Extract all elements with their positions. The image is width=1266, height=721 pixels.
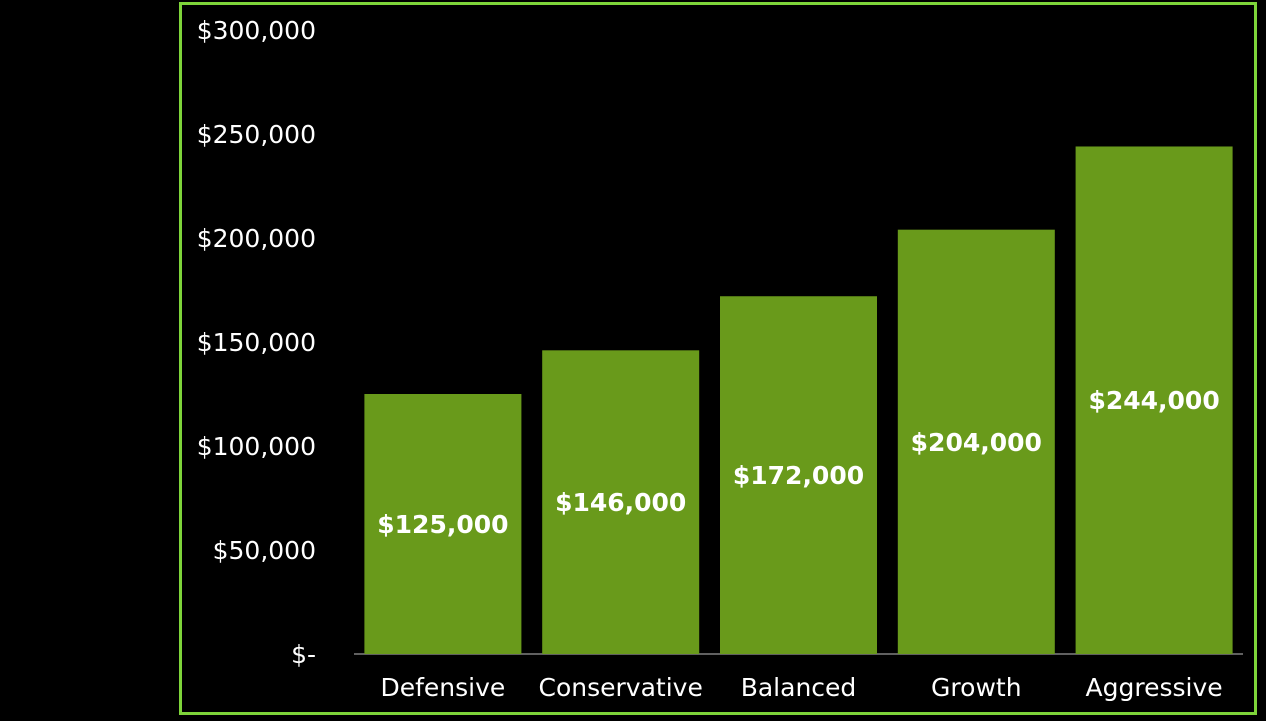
y-axis-tick-labels: $- $50,000 $100,000 $150,000 $200,000 $250,00…: [197, 16, 316, 669]
y-tick-label: $50,000: [213, 536, 316, 565]
data-labels: $125,000 $146,000 $172,000 $204,000 $244,000: [377, 386, 1219, 539]
category-label: Balanced: [741, 673, 857, 702]
y-tick-label: $-: [291, 640, 316, 669]
category-label: Defensive: [380, 673, 505, 702]
bar-aggressive: [1075, 146, 1233, 655]
bars: [364, 146, 1233, 655]
data-label: $204,000: [911, 428, 1042, 457]
y-tick-label: $200,000: [197, 224, 316, 253]
data-label: $146,000: [555, 488, 686, 517]
y-tick-label: $250,000: [197, 120, 316, 149]
category-labels: Defensive Conservative Balanced Growth Aggre…: [380, 673, 1222, 702]
bar-conservative: [542, 350, 700, 654]
category-label: Conservative: [539, 673, 703, 702]
data-label: $172,000: [733, 461, 864, 490]
bar-growth: [897, 229, 1055, 654]
data-label: $125,000: [377, 510, 508, 539]
bar-defensive: [364, 394, 522, 654]
bar-balanced: [720, 296, 877, 654]
y-tick-label: $300,000: [197, 16, 316, 45]
y-tick-label: $150,000: [197, 328, 316, 357]
category-label: Growth: [931, 673, 1022, 702]
data-label: $244,000: [1088, 386, 1219, 415]
category-label: Aggressive: [1086, 673, 1223, 702]
y-tick-label: $100,000: [197, 432, 316, 461]
